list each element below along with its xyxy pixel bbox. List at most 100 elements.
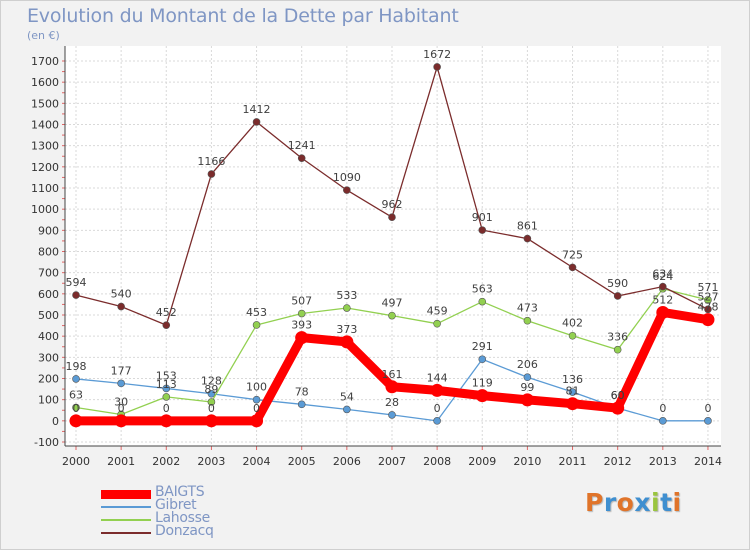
- chart-title: Evolution du Montant de la Dette par Hab…: [27, 5, 459, 27]
- data-label: 136: [562, 373, 583, 386]
- data-point: [523, 316, 532, 325]
- data-label: 1241: [288, 139, 316, 152]
- data-label: 0: [253, 402, 260, 415]
- data-point: [252, 321, 261, 329]
- y-tick-label: 1700: [31, 55, 59, 68]
- data-label: 0: [118, 402, 125, 415]
- data-point: [613, 292, 622, 300]
- brand-letter: t: [660, 488, 673, 517]
- data-label: 590: [607, 277, 628, 290]
- data-point: [72, 291, 80, 299]
- y-tick-label: 200: [38, 373, 59, 386]
- data-label: 563: [472, 283, 493, 296]
- x-tick-label: 2002: [152, 455, 180, 468]
- legend-item-baigts: BAIGTS: [101, 484, 261, 500]
- data-point: [523, 234, 532, 243]
- data-label: 861: [517, 220, 538, 233]
- data-point: [704, 417, 712, 425]
- data-label: 0: [434, 402, 441, 415]
- data-label: 113: [156, 378, 177, 391]
- legend-swatch: [101, 506, 151, 508]
- x-tick-label: 2014: [694, 455, 722, 468]
- x-tick-label: 2013: [649, 455, 677, 468]
- y-tick-label: 900: [38, 224, 59, 237]
- data-label: 60: [611, 389, 625, 402]
- y-tick-label: -100: [34, 436, 59, 449]
- data-label: 100: [246, 381, 267, 394]
- data-point: [343, 304, 351, 312]
- data-point: [611, 401, 625, 415]
- y-tick-label: 1000: [31, 203, 59, 216]
- x-tick-label: 2001: [107, 455, 135, 468]
- data-point: [701, 313, 715, 327]
- y-tick-label: 0: [52, 415, 59, 428]
- brand-letter: i: [672, 488, 682, 517]
- data-point: [566, 397, 580, 411]
- x-tick-label: 2007: [378, 455, 406, 468]
- data-point: [72, 403, 80, 412]
- data-point: [117, 379, 125, 388]
- data-point: [388, 311, 396, 320]
- x-tick-label: 2000: [62, 455, 90, 468]
- y-tick-label: 1100: [31, 182, 59, 195]
- data-label: 206: [517, 358, 538, 371]
- data-label: 54: [340, 390, 354, 403]
- x-tick-label: 2008: [423, 455, 451, 468]
- data-label: 89: [204, 383, 218, 396]
- data-label: 634: [652, 268, 673, 281]
- brand-letter: i: [651, 488, 661, 517]
- x-tick-label: 2005: [288, 455, 316, 468]
- data-label: 63: [69, 388, 83, 401]
- legend-item-lahosse: Lahosse: [101, 510, 261, 526]
- data-label: 478: [697, 301, 718, 314]
- data-point: [207, 398, 216, 406]
- data-point: [207, 170, 216, 178]
- data-label: 497: [381, 297, 402, 310]
- data-point: [250, 414, 264, 428]
- data-label: 725: [562, 248, 583, 261]
- data-point: [656, 305, 670, 319]
- y-tick-label: 300: [38, 351, 59, 364]
- brand-logo: Proxiti: [585, 488, 682, 517]
- data-label: 507: [291, 295, 312, 308]
- data-label: 336: [607, 331, 628, 344]
- legend-swatch: [101, 532, 151, 534]
- data-point: [523, 373, 532, 382]
- legend-item-donzacq: Donzacq: [101, 523, 261, 539]
- data-point: [433, 319, 441, 328]
- data-point: [162, 384, 171, 393]
- data-point: [252, 118, 261, 126]
- data-point: [388, 213, 396, 222]
- legend-label: BAIGTS: [155, 484, 205, 500]
- data-label: 144: [427, 371, 448, 384]
- data-label: 512: [652, 293, 673, 306]
- data-label: 1412: [243, 103, 271, 116]
- data-point: [295, 331, 309, 345]
- x-tick-label: 2009: [468, 455, 496, 468]
- data-point: [343, 405, 351, 414]
- data-point: [207, 389, 216, 398]
- data-label: 60: [611, 389, 625, 402]
- data-label: 452: [156, 306, 177, 319]
- data-label: 453: [246, 306, 267, 319]
- data-label: 0: [163, 402, 170, 415]
- chart-legend: BAIGTS Gibret Lahosse Donzacq: [101, 484, 261, 539]
- data-label: 1672: [423, 48, 451, 61]
- y-tick-label: 1200: [31, 161, 59, 174]
- brand-letter: r: [603, 488, 617, 517]
- brand-letter: x: [634, 488, 651, 517]
- data-point: [385, 380, 399, 394]
- data-label: 1090: [333, 171, 361, 184]
- data-point: [568, 263, 577, 272]
- data-label: 901: [472, 211, 493, 224]
- data-label: 571: [697, 281, 718, 294]
- data-point: [72, 375, 80, 383]
- x-tick-label: 2012: [604, 455, 632, 468]
- data-label: 198: [66, 360, 87, 373]
- data-label: 540: [111, 288, 132, 301]
- brand-letter: P: [585, 488, 604, 517]
- y-tick-label: 1400: [31, 119, 59, 132]
- data-point: [659, 417, 667, 425]
- data-point: [568, 388, 577, 396]
- x-tick-label: 2004: [243, 455, 271, 468]
